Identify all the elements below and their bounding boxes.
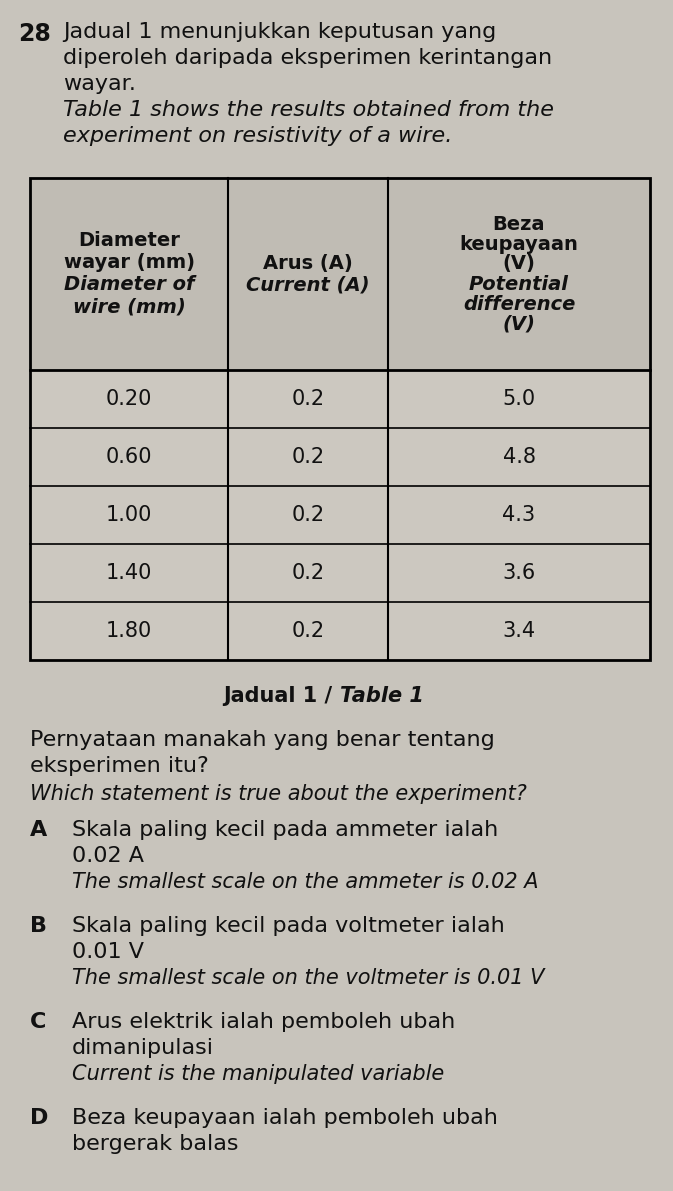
Text: bergerak balas: bergerak balas bbox=[72, 1134, 238, 1154]
Text: 5.0: 5.0 bbox=[503, 389, 536, 409]
Text: keupayaan: keupayaan bbox=[460, 235, 578, 254]
Text: 0.2: 0.2 bbox=[291, 447, 324, 467]
Bar bbox=[30, 428, 650, 486]
Text: Diameter: Diameter bbox=[78, 231, 180, 250]
Text: 3.4: 3.4 bbox=[503, 621, 536, 641]
Text: 0.2: 0.2 bbox=[291, 563, 324, 584]
Text: 0.02 A: 0.02 A bbox=[72, 846, 144, 866]
Text: B: B bbox=[30, 916, 47, 936]
Text: Skala paling kecil pada ammeter ialah: Skala paling kecil pada ammeter ialah bbox=[72, 819, 498, 840]
Text: 1.00: 1.00 bbox=[106, 505, 152, 525]
Text: The smallest scale on the voltmeter is 0.01 V: The smallest scale on the voltmeter is 0… bbox=[72, 968, 544, 989]
Bar bbox=[30, 601, 650, 660]
Text: The smallest scale on the ammeter is 0.02 A: The smallest scale on the ammeter is 0.0… bbox=[72, 872, 538, 892]
Text: Jadual 1 menunjukkan keputusan yang: Jadual 1 menunjukkan keputusan yang bbox=[63, 21, 496, 42]
Text: Pernyataan manakah yang benar tentang: Pernyataan manakah yang benar tentang bbox=[30, 730, 495, 750]
Text: (V): (V) bbox=[503, 314, 536, 333]
Text: wire (mm): wire (mm) bbox=[73, 298, 185, 317]
Text: wayar.: wayar. bbox=[63, 74, 136, 94]
Text: Arus elektrik ialah pemboleh ubah: Arus elektrik ialah pemboleh ubah bbox=[72, 1012, 455, 1031]
Bar bbox=[30, 177, 650, 370]
Bar bbox=[30, 370, 650, 428]
Text: diperoleh daripada eksperimen kerintangan: diperoleh daripada eksperimen kerintanga… bbox=[63, 48, 552, 68]
Text: C: C bbox=[30, 1012, 46, 1031]
Text: Jadual 1 /: Jadual 1 / bbox=[223, 686, 340, 706]
Text: 3.6: 3.6 bbox=[502, 563, 536, 584]
Text: experiment on resistivity of a wire.: experiment on resistivity of a wire. bbox=[63, 126, 452, 146]
Text: Table 1 shows the results obtained from the: Table 1 shows the results obtained from … bbox=[63, 100, 554, 120]
Text: Diameter of: Diameter of bbox=[64, 275, 194, 294]
Bar bbox=[30, 486, 650, 544]
Bar bbox=[30, 544, 650, 601]
Text: eksperimen itu?: eksperimen itu? bbox=[30, 756, 209, 777]
Text: Table 1: Table 1 bbox=[340, 686, 424, 706]
Text: 4.3: 4.3 bbox=[503, 505, 536, 525]
Text: Current is the manipulated variable: Current is the manipulated variable bbox=[72, 1064, 444, 1084]
Text: Which statement is true about the experiment?: Which statement is true about the experi… bbox=[30, 784, 527, 804]
Text: Skala paling kecil pada voltmeter ialah: Skala paling kecil pada voltmeter ialah bbox=[72, 916, 505, 936]
Text: 0.20: 0.20 bbox=[106, 389, 152, 409]
Text: 1.80: 1.80 bbox=[106, 621, 152, 641]
Text: 28: 28 bbox=[18, 21, 51, 46]
Text: 0.01 V: 0.01 V bbox=[72, 942, 144, 962]
Text: Current (A): Current (A) bbox=[246, 275, 369, 294]
Text: Beza: Beza bbox=[493, 214, 545, 233]
Text: D: D bbox=[30, 1108, 48, 1128]
Text: 0.2: 0.2 bbox=[291, 505, 324, 525]
Text: dimanipulasi: dimanipulasi bbox=[72, 1039, 214, 1058]
Text: Arus (A): Arus (A) bbox=[263, 254, 353, 273]
Text: difference: difference bbox=[463, 294, 575, 313]
Text: Beza keupayaan ialah pemboleh ubah: Beza keupayaan ialah pemboleh ubah bbox=[72, 1108, 498, 1128]
Text: A: A bbox=[30, 819, 47, 840]
Text: 4.8: 4.8 bbox=[503, 447, 536, 467]
Text: wayar (mm): wayar (mm) bbox=[63, 254, 194, 273]
Text: 0.2: 0.2 bbox=[291, 621, 324, 641]
Text: 1.40: 1.40 bbox=[106, 563, 152, 584]
Text: (V): (V) bbox=[503, 255, 536, 274]
Text: 0.2: 0.2 bbox=[291, 389, 324, 409]
Text: Potential: Potential bbox=[469, 274, 569, 293]
Text: 0.60: 0.60 bbox=[106, 447, 152, 467]
Bar bbox=[30, 177, 650, 660]
